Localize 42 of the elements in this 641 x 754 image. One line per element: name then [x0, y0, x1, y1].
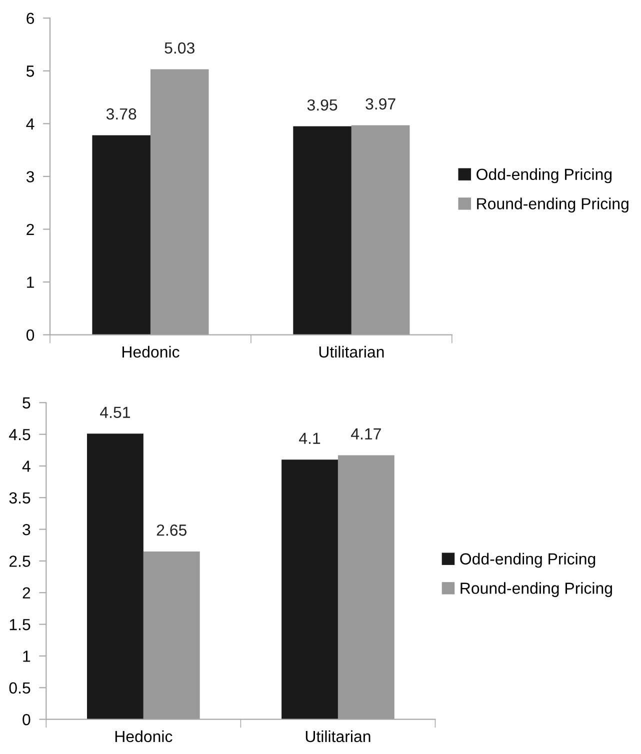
y-tick-label: 0 [26, 329, 34, 341]
y-tick-label: 1 [27, 276, 34, 288]
y-tick-label: 0 [22, 714, 30, 726]
y-tick-label: 2.5 [9, 556, 30, 567]
y-tick-label: 3 [26, 171, 34, 182]
x-tick-label: Utilitarian [306, 730, 370, 742]
legend-label: Round-ending Pricing [460, 582, 612, 598]
y-tick-label: 4.5 [9, 429, 30, 440]
y-tick-label: 5 [26, 66, 34, 77]
data-label: 5.03 [164, 42, 194, 54]
data-label: 4.17 [351, 428, 381, 440]
bar [150, 69, 209, 335]
bar [338, 455, 394, 720]
data-label: 4.51 [100, 406, 130, 418]
bar [351, 125, 410, 335]
data-label: 2.65 [156, 524, 187, 536]
bar [87, 434, 144, 720]
y-tick-label: 1.5 [10, 619, 30, 630]
data-label: 3.95 [307, 99, 338, 111]
y-tick-label: 2 [26, 224, 34, 236]
bar [143, 551, 200, 720]
bar [293, 126, 352, 335]
y-tick-label: 0.5 [9, 682, 30, 694]
x-tick-label: Utilitarian [319, 346, 384, 358]
y-tick-label: 6 [26, 12, 34, 24]
y-tick-label: 2 [22, 587, 30, 598]
legend-label: Round-ending Pricing [477, 198, 628, 213]
bar [282, 460, 338, 720]
y-tick-label: 4 [26, 118, 34, 130]
data-label: 4.1 [299, 432, 320, 444]
bar [92, 135, 150, 335]
y-tick-label: 4 [22, 460, 30, 472]
legend-label: Odd-ending Pricing [460, 552, 596, 568]
x-tick-label: Hedonic [115, 730, 172, 742]
y-tick-label: 3 [22, 524, 30, 536]
y-tick-label: 5 [22, 397, 30, 409]
y-tick-label: 1 [23, 650, 30, 662]
data-label: 3.78 [106, 108, 136, 120]
legend-label: Odd-ending Pricing [476, 168, 612, 184]
y-tick-label: 3.5 [9, 492, 30, 504]
x-tick-label: Hedonic [122, 346, 180, 358]
data-label: 3.97 [366, 98, 396, 110]
